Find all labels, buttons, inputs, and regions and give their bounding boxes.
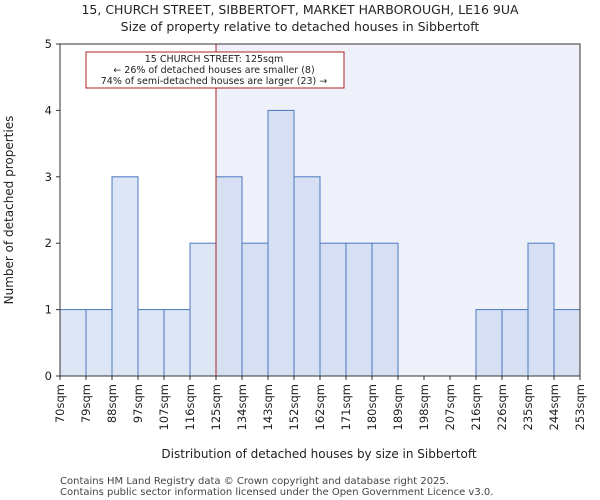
bar-235sqm [527,242,555,377]
x-tick-label-180sqm: 180sqm [365,384,379,430]
bar-152sqm [293,176,321,377]
annotation-box: 15 CHURCH STREET: 125sqm ← 26% of detach… [85,51,345,89]
bar-125sqm [215,176,243,377]
bar-171sqm [345,242,373,377]
x-tick-label-116sqm: 116sqm [183,384,197,430]
bar-116sqm [189,242,217,377]
x-tick-label-162sqm: 162sqm [313,384,327,430]
x-tick-label-226sqm: 226sqm [495,384,509,430]
x-tick-label-189sqm: 189sqm [391,384,405,430]
y-tick-label-3: 3 [45,170,52,184]
bar-226sqm [501,309,529,377]
y-axis-label: Number of detached properties [2,116,16,305]
y-tick-label-0: 0 [45,369,52,383]
bar-143sqm [267,109,295,377]
bar-162sqm [319,242,347,377]
x-tick-label-198sqm: 198sqm [417,384,431,430]
annotation-frame [85,51,345,89]
x-tick-label-97sqm: 97sqm [131,384,145,423]
bar-134sqm [241,242,269,377]
x-tick-label-253sqm: 253sqm [573,384,587,430]
y-tick-label-5: 5 [45,37,52,51]
bars [59,109,581,377]
annotation-line-2: ← 26% of detached houses are smaller (8) [113,65,314,76]
x-ticks: 70sqm 79sqm 88sqm 97sqm 107sqm 116sqm 125sqm 13… [53,376,587,430]
x-tick-label-171sqm: 171sqm [339,384,353,430]
x-tick-label-88sqm: 88sqm [105,384,119,423]
x-tick-label-134sqm: 134sqm [235,384,249,430]
y-tick-label-4: 4 [45,103,52,117]
x-tick-label-143sqm: 143sqm [261,384,275,430]
bar-216sqm [475,309,503,377]
x-tick-label-79sqm: 79sqm [79,384,93,423]
x-tick-label-125sqm: 125sqm [209,384,223,430]
bar-88sqm [111,176,139,377]
bar-97sqm [137,309,165,377]
y-ticks: 0 1 2 3 4 5 [45,37,60,383]
x-tick-label-207sqm: 207sqm [443,384,457,430]
x-tick-label-152sqm: 152sqm [287,384,301,430]
annotation-line-1: 15 CHURCH STREET: 125sqm [145,54,284,65]
y-tick-label-2: 2 [45,236,52,250]
bar-244sqm [553,309,581,377]
bar-79sqm [85,309,113,377]
y-tick-label-1: 1 [45,303,52,317]
chart-title: 15, CHURCH STREET, SIBBERTOFT, MARKET HA… [81,2,519,17]
x-tick-label-107sqm: 107sqm [157,384,171,430]
bar-107sqm [163,309,191,377]
x-tick-label-216sqm: 216sqm [469,384,483,430]
bar-180sqm [371,242,399,377]
annotation-line-3: 74% of semi-detached houses are larger (… [101,76,328,87]
footer-line-2: Contains public sector information licen… [60,487,493,498]
x-tick-label-244sqm: 244sqm [547,384,561,430]
x-axis-label: Distribution of detached houses by size … [161,447,476,461]
x-tick-label-235sqm: 235sqm [521,384,535,430]
bar-70sqm [59,309,87,377]
footer-line-1: Contains HM Land Registry data © Crown c… [60,476,449,487]
chart-subtitle: Size of property relative to detached ho… [121,19,480,34]
x-tick-label-70sqm: 70sqm [53,384,67,423]
